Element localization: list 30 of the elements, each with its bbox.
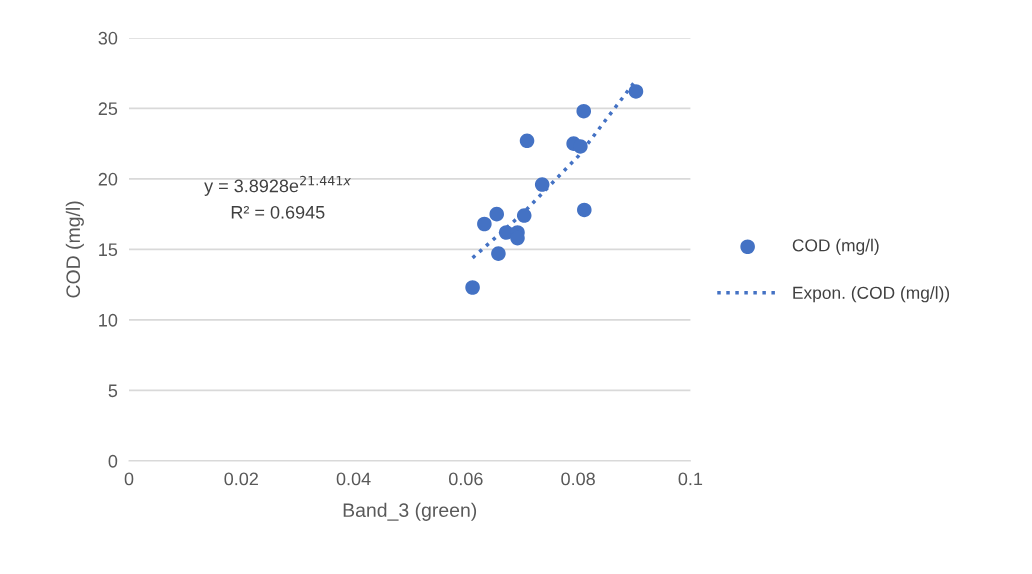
point bbox=[489, 206, 505, 222]
x-tick-label: 0.08 bbox=[561, 472, 595, 486]
point bbox=[519, 133, 535, 149]
point bbox=[628, 84, 644, 99]
y-tick-label: 10 bbox=[99, 313, 118, 327]
point bbox=[573, 139, 588, 154]
y-tick-label: 15 bbox=[99, 243, 118, 257]
x-tick-label: 0.02 bbox=[224, 472, 258, 486]
point bbox=[534, 177, 550, 192]
annotation: R² = 0.6945 bbox=[231, 205, 325, 219]
point bbox=[491, 246, 506, 261]
legend-label: COD (mg/l) bbox=[792, 238, 879, 255]
x-tick-label: 0.06 bbox=[448, 472, 483, 486]
y-tick-label: 0 bbox=[108, 454, 118, 468]
point bbox=[465, 280, 480, 295]
point bbox=[477, 216, 492, 232]
legend-label: Expon. (COD (mg/l)) bbox=[793, 286, 950, 303]
x-axis-title: Band_3 (green) bbox=[343, 502, 477, 521]
x-tick-label: 0.04 bbox=[336, 472, 371, 486]
y-tick-label: 5 bbox=[108, 384, 118, 398]
point bbox=[516, 208, 532, 223]
point bbox=[576, 103, 592, 119]
y-tick-label: 20 bbox=[98, 172, 118, 186]
y-axis-title: COD (mg/l) bbox=[65, 201, 84, 298]
point bbox=[577, 202, 592, 218]
y-tick-label: 25 bbox=[98, 102, 118, 116]
x-tick-label: 0 bbox=[124, 472, 134, 486]
x-tick-label: 0.1 bbox=[678, 472, 703, 486]
annotation: y = 3.8928e$^{21.441x}$ bbox=[204, 175, 351, 196]
y-tick-label: 30 bbox=[98, 31, 118, 45]
